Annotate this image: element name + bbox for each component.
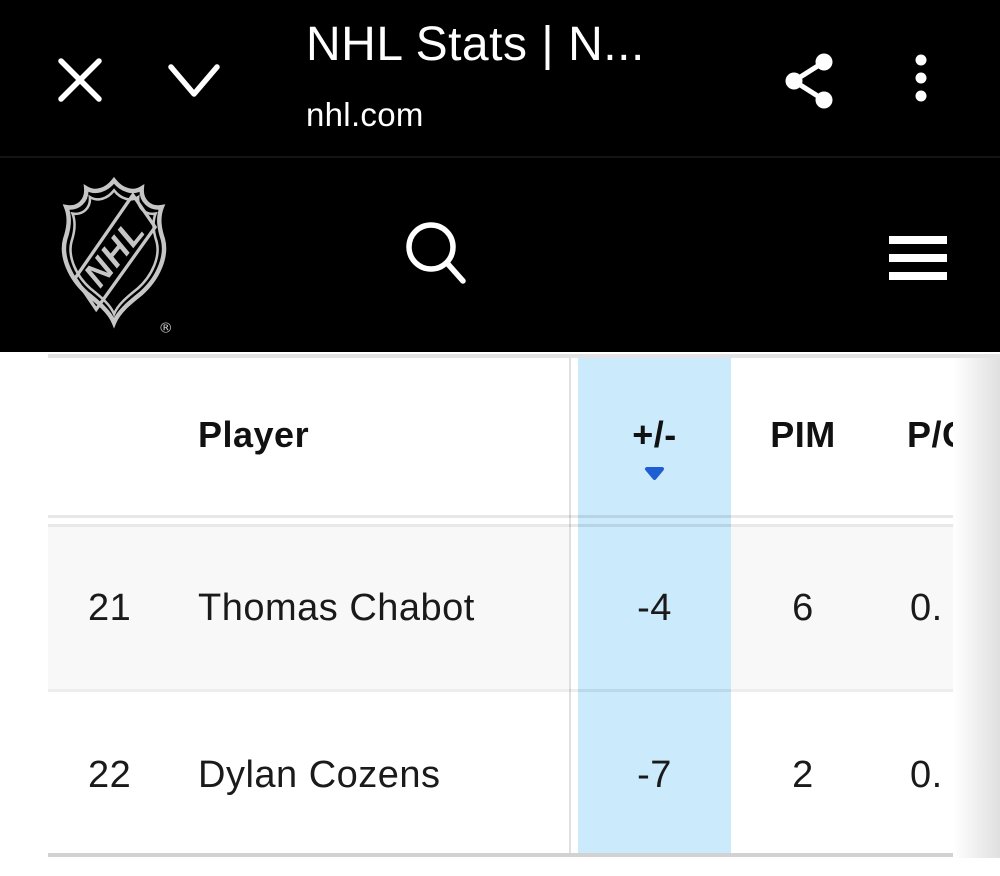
stat-cell-pim: 6: [792, 587, 814, 629]
svg-text:®: ®: [158, 321, 172, 336]
table-row: 21 Thomas Chabot -4 6 0.: [48, 527, 953, 689]
header-divider: [0, 156, 1000, 158]
rank-cell: 22: [88, 754, 132, 796]
sort-desc-icon: [645, 467, 664, 480]
column-header-player[interactable]: Player: [198, 414, 310, 455]
table-body-top-border: [48, 524, 953, 527]
nav-item-news[interactable]: News: [427, 397, 521, 438]
search-icon[interactable]: [400, 218, 472, 290]
table-bottom-border: [48, 853, 953, 857]
page-url: nhl.com: [306, 96, 424, 133]
scroll-fade-overlay: [953, 358, 1000, 858]
stats-table: Player +/- PIM P/GP 21 Thomas Chabot -4 …: [48, 352, 953, 858]
kebab-menu-icon[interactable]: [911, 52, 931, 104]
header-border: [48, 515, 953, 518]
close-icon[interactable]: [57, 57, 103, 103]
player-name-link[interactable]: Thomas Chabot: [198, 587, 475, 629]
stat-cell-plus-minus: -7: [637, 754, 672, 796]
table-top-border: [48, 354, 1000, 358]
column-divider: [569, 358, 571, 854]
stat-cell-plus-minus: -4: [637, 587, 672, 629]
share-icon[interactable]: [779, 50, 841, 112]
site-header: NHL ® News Video Scores: [0, 158, 1000, 438]
column-header-pgp[interactable]: P/GP: [907, 414, 953, 455]
svg-text:NHL: NHL: [77, 213, 153, 295]
page-title: NHL Stats | N...: [306, 18, 645, 71]
stat-cell-pgp: 0.: [910, 754, 943, 796]
chevron-down-icon[interactable]: [166, 60, 222, 102]
nhl-logo[interactable]: NHL ®: [56, 176, 172, 336]
player-name-link[interactable]: Dylan Cozens: [198, 754, 441, 796]
nav-item-scores[interactable]: Scores: [712, 397, 829, 438]
stat-cell-pgp: 0.: [910, 587, 943, 629]
hamburger-menu-icon[interactable]: [889, 236, 947, 282]
column-header-pim[interactable]: PIM: [770, 414, 836, 455]
rank-cell: 21: [88, 587, 132, 629]
row-background: [48, 527, 569, 689]
sorted-column-highlight: [578, 358, 731, 854]
table-row: 22 Dylan Cozens -7 2 0.: [48, 692, 953, 853]
row-background: [731, 527, 953, 689]
row-divider: [48, 689, 953, 692]
column-header-plus-minus[interactable]: +/-: [632, 414, 677, 455]
browser-topbar: NHL Stats | N... nhl.com: [0, 0, 1000, 156]
stat-cell-pim: 2: [792, 754, 814, 796]
